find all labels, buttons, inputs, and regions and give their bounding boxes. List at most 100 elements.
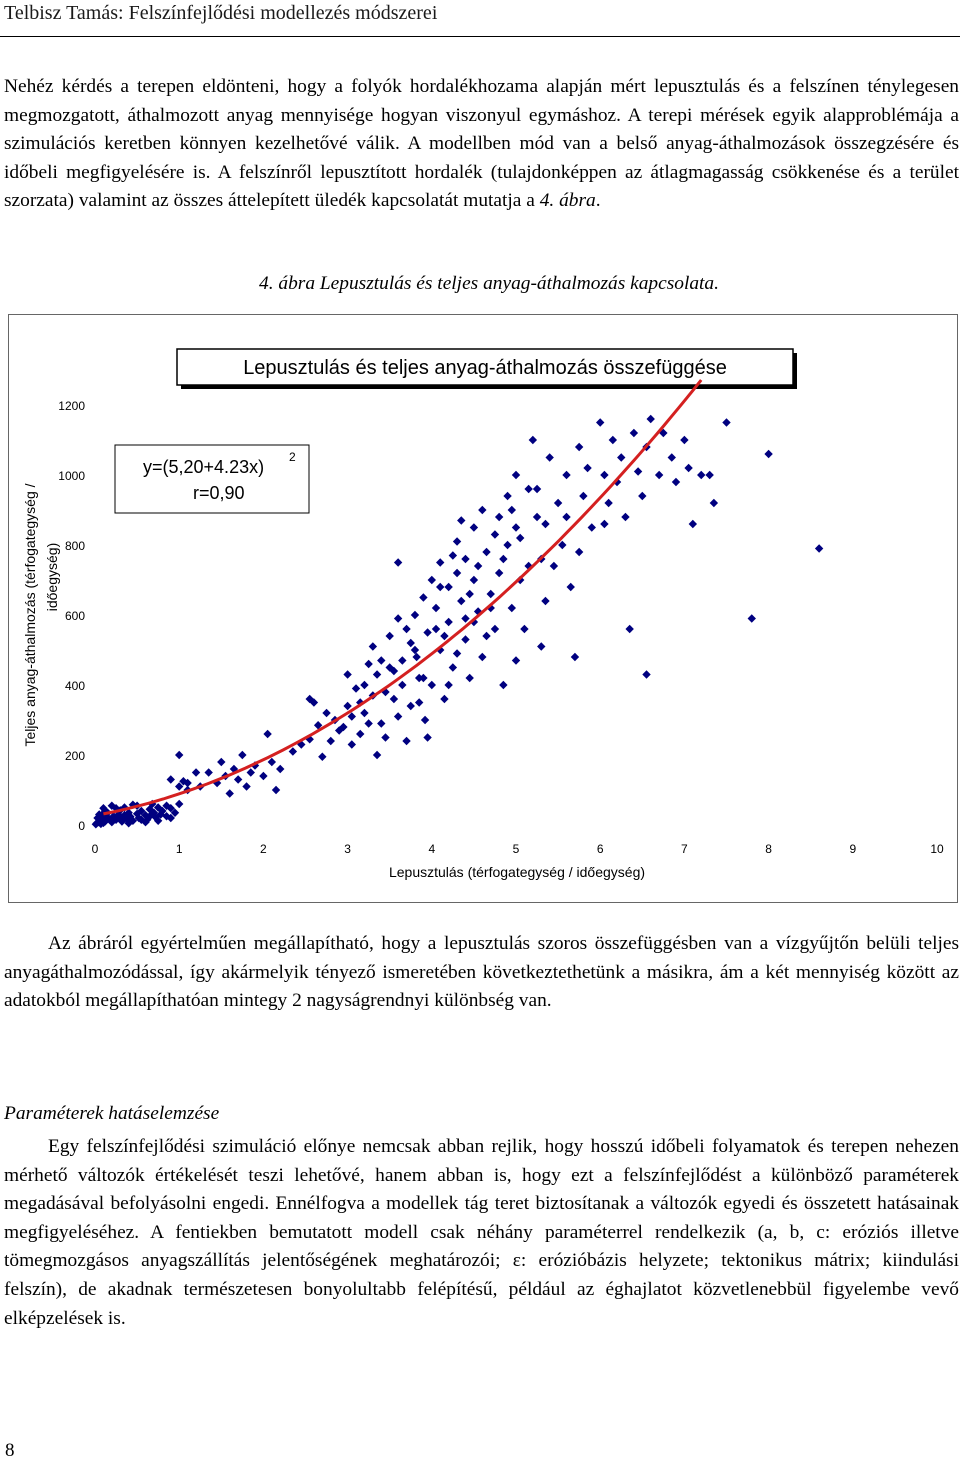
data-point [562, 470, 571, 480]
data-point [351, 684, 361, 693]
data-point [402, 624, 411, 634]
paragraph-intro-end: . [595, 190, 601, 212]
y-tick-label: 1200 [58, 399, 85, 413]
data-point [747, 614, 756, 623]
data-point [507, 603, 516, 613]
data-point [360, 708, 369, 718]
data-point [461, 614, 470, 623]
x-tick-label: 8 [765, 842, 772, 856]
data-point [482, 631, 491, 641]
data-point [503, 540, 512, 550]
data-point [440, 631, 449, 641]
data-point [499, 554, 508, 564]
data-point [166, 813, 175, 823]
x-tick-label: 9 [849, 842, 856, 856]
data-point [233, 775, 243, 784]
data-point [524, 484, 533, 494]
data-point [570, 652, 580, 662]
equation-text: y=(5,20+4.23x) [143, 457, 264, 477]
data-point [486, 589, 495, 599]
correlation-text: r=0,90 [193, 483, 245, 503]
data-point [507, 505, 516, 515]
data-point [503, 491, 512, 501]
data-point [617, 453, 626, 462]
data-point [461, 554, 470, 564]
data-point [183, 778, 192, 788]
data-point [364, 719, 373, 728]
data-point [414, 673, 424, 683]
data-point [562, 512, 571, 522]
data-point [621, 512, 630, 522]
data-point [465, 589, 474, 599]
data-point [339, 722, 348, 732]
data-point [528, 435, 538, 445]
data-point [574, 442, 584, 452]
data-point [372, 670, 382, 679]
data-point [423, 733, 432, 742]
data-point [179, 777, 188, 786]
data-point [166, 804, 175, 813]
chart-frame: Lepusztulás és teljes anyag-áthalmozás ö… [8, 314, 958, 903]
x-tick-label: 6 [597, 842, 604, 856]
x-tick-label: 3 [344, 842, 351, 856]
data-point [541, 519, 550, 529]
x-tick-label: 1 [176, 842, 183, 856]
data-point [381, 733, 390, 742]
x-tick-label: 0 [92, 842, 99, 856]
data-point [191, 768, 201, 777]
data-point [288, 747, 298, 756]
data-point [393, 712, 403, 721]
data-point [238, 750, 247, 760]
data-point [688, 519, 698, 529]
data-point [212, 778, 222, 788]
section-title: Paraméterek hatáselemzése [4, 1103, 220, 1124]
data-point [149, 808, 159, 817]
data-point [612, 477, 622, 487]
data-point [545, 453, 554, 462]
equation-box [114, 444, 310, 514]
data-point [457, 596, 466, 606]
y-tick-label: 800 [65, 539, 85, 553]
data-point [385, 663, 394, 672]
equation-exponent: 2 [289, 450, 296, 464]
data-point [444, 680, 453, 690]
y-tick-label: 0 [78, 819, 85, 833]
data-point [452, 649, 462, 658]
data-point [217, 757, 226, 767]
data-point [393, 614, 403, 623]
data-point [440, 694, 449, 704]
data-point [516, 533, 525, 543]
chart-title-shadow-bottom [181, 385, 797, 389]
data-point [448, 663, 458, 672]
data-point [322, 708, 331, 718]
data-point [709, 498, 719, 508]
data-point [427, 680, 436, 690]
data-point [313, 721, 323, 730]
data-point [579, 491, 588, 501]
data-point [107, 801, 117, 810]
data-point [478, 505, 487, 515]
data-point [389, 694, 399, 704]
data-point [343, 701, 352, 711]
data-point [309, 698, 319, 707]
data-point [642, 670, 651, 679]
data-point [494, 568, 504, 578]
data-point [276, 764, 285, 774]
data-point [667, 453, 676, 462]
data-point [170, 808, 180, 817]
x-tick-label: 5 [513, 842, 520, 856]
data-point [722, 418, 731, 427]
figure-caption: 4. ábra Lepusztulás és teljes anyag-átha… [259, 273, 719, 294]
data-point [680, 435, 689, 445]
data-point [372, 750, 382, 760]
data-point [532, 484, 542, 494]
y-tick-label: 600 [65, 609, 85, 623]
data-point [124, 819, 133, 828]
paragraph-intro: Nehéz kérdés a terepen eldönteni, hogy a… [4, 73, 959, 216]
data-point [242, 782, 251, 791]
data-point [684, 463, 693, 473]
data-point [398, 680, 407, 690]
data-point [478, 652, 487, 662]
data-point [326, 736, 335, 746]
y-tick-label: 400 [65, 679, 85, 693]
